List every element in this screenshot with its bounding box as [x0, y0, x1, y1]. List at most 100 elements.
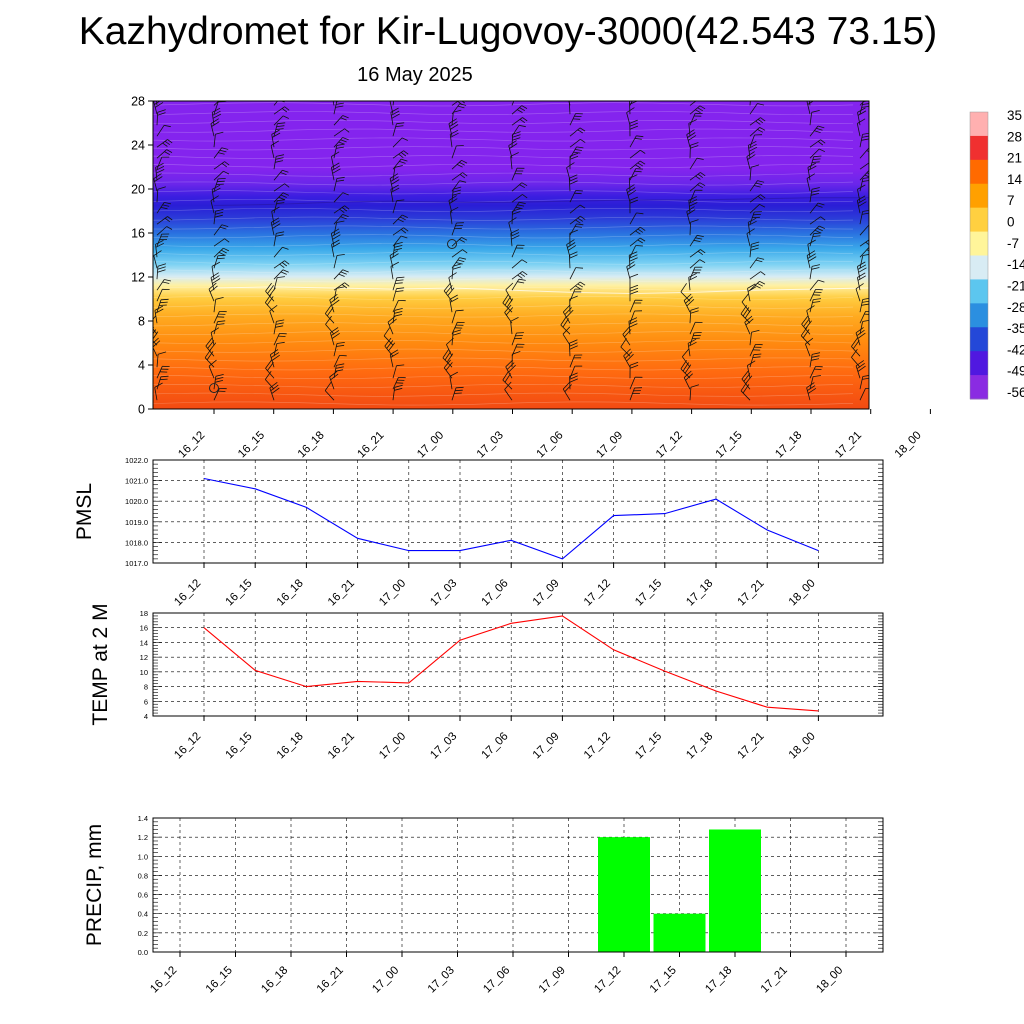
wind-barb: [153, 173, 163, 192]
wind-barb: [749, 329, 760, 346]
wind-barb: [626, 261, 636, 280]
y-tick-label: 4: [144, 712, 148, 721]
wind-barb: [749, 353, 762, 368]
colorbar-frame: [969, 111, 989, 400]
wind-barb: [451, 109, 462, 126]
wind-barb: [213, 170, 230, 181]
colorbar-label: 35: [1007, 108, 1022, 123]
wind-barb: [333, 205, 350, 214]
wind-barb: [156, 156, 170, 170]
isotherm-line: [153, 392, 854, 397]
wind-barb: [273, 333, 287, 346]
x-tick-label: 16_21: [326, 577, 357, 608]
x-tick-label: 17_12: [582, 577, 613, 608]
wind-barb: [155, 163, 165, 181]
wind-barb: [689, 384, 700, 401]
precip-bar: [709, 829, 761, 952]
wind-barb: [451, 159, 468, 170]
isotherm-line: [153, 234, 854, 239]
isotherm-line: [153, 199, 854, 204]
wind-barb: [213, 388, 227, 401]
wind-barb: [508, 140, 518, 159]
wind-barb: [629, 119, 639, 137]
x-tick-label: 17_21: [736, 730, 767, 761]
wind-barb: [626, 184, 637, 203]
wind-barb: [686, 206, 696, 225]
wind-barb: [569, 127, 586, 137]
isotherm-line: [153, 357, 854, 362]
wind-barb: [688, 196, 698, 214]
isotherm-line: [153, 348, 854, 353]
x-tick-label: 16_15: [204, 964, 235, 995]
colorbar-swatch: [970, 159, 988, 185]
wind-barb: [156, 375, 169, 390]
y-tick-label: 20: [131, 183, 145, 197]
x-tick-label: 18_00: [814, 964, 845, 995]
wind-barb: [156, 216, 173, 225]
colorbar-swatch: [970, 375, 988, 400]
plot-frame: [152, 817, 884, 953]
x-tick-label: 17_00: [377, 577, 408, 608]
wind-barb: [392, 276, 405, 291]
colorbar-swatch: [970, 135, 988, 161]
calm-marker: [447, 239, 457, 249]
wind-barb: [333, 192, 349, 203]
wind-barb: [569, 251, 578, 269]
wind-barb: [264, 370, 275, 390]
wind-barb: [629, 101, 633, 106]
isotherm-line: [153, 366, 854, 371]
wind-barb: [689, 234, 704, 247]
colorbar-swatch: [970, 255, 988, 280]
wind-barb: [511, 332, 524, 346]
pmsl-panel: 1017.0 1018.0 1019.0 1020.0 1021.0 1022.0 16_1…: [73, 456, 884, 608]
x-tick-label: 17_00: [370, 964, 401, 995]
wind-barb: [392, 242, 403, 258]
wind-barb: [156, 186, 166, 203]
wind-barb: [264, 293, 275, 313]
wind-barb: [687, 338, 697, 357]
wind-barb: [629, 361, 639, 379]
x-tick-label: 17_03: [428, 577, 459, 608]
isotherm-line: [153, 155, 854, 160]
wind-barb: [333, 214, 349, 225]
wind-barb: [451, 321, 465, 335]
wind-barb: [392, 101, 395, 106]
y-tick-label: 0.6: [138, 891, 148, 900]
wind-barb: [213, 311, 227, 324]
wind-barb: [330, 228, 341, 247]
wind-barb: [510, 229, 520, 247]
wind-barb: [511, 167, 525, 181]
wind-barb: [620, 338, 631, 357]
colorbar-swatch: [970, 303, 988, 328]
wind-barb: [809, 298, 822, 313]
wind-barb: [809, 110, 820, 126]
plot-frame: [152, 459, 884, 564]
wind-barb: [629, 237, 646, 247]
wind-barb: [156, 365, 170, 379]
colorbar-swatch: [970, 112, 988, 137]
wind-barb: [389, 349, 399, 368]
wind-barb: [392, 287, 405, 302]
wind-barb: [511, 182, 528, 192]
x-tick-label: 17_00: [415, 429, 446, 460]
wind-barb: [569, 113, 583, 126]
wind-barb: [392, 308, 403, 324]
colorbar-swatch: [970, 279, 988, 304]
wind-barb: [154, 305, 164, 324]
wind-barb: [213, 224, 229, 236]
y-tick-label: 0: [138, 403, 145, 417]
y-tick-label: 0.8: [138, 871, 148, 880]
wind-barb: [210, 118, 220, 137]
wind-barb: [859, 254, 869, 269]
wind-barb: [451, 329, 462, 346]
wind-barb: [807, 239, 816, 258]
wind-barb: [325, 315, 335, 335]
wind-barb: [156, 288, 170, 302]
colorbar-swatch: [970, 327, 988, 352]
isotherm-line: [153, 216, 854, 221]
y-axis-title: PMSL: [73, 483, 96, 540]
colorbar-label: 7: [1007, 193, 1015, 208]
wind-barb: [449, 371, 458, 390]
wind-barb: [689, 321, 703, 335]
wind-barb: [806, 250, 817, 269]
